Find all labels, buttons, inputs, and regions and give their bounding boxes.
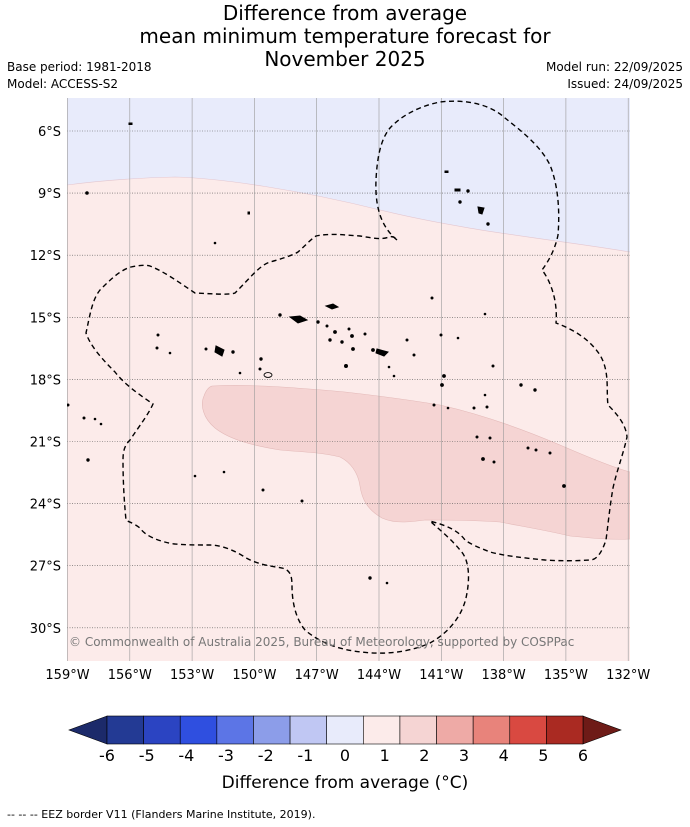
longitude-tick-label: 144°W (357, 668, 401, 683)
colorbar-swatch (436, 715, 474, 745)
title-line-2: mean minimum temperature forecast for (139, 24, 551, 48)
colorbar-swatch (363, 715, 401, 745)
colorbar-swatch (289, 715, 327, 745)
longitude-labels: 159°W 156°W 153°W 150°W 147°W 144°W 141°W 138°W… (45, 668, 650, 683)
latitude-tick-label: 12°S (30, 249, 61, 264)
latitude-tick-label: 30°S (30, 622, 61, 637)
latitude-tick-label: 24°S (30, 498, 61, 513)
colorbar-tick-label: 1 (380, 746, 390, 765)
latitude-tick-label: 6°S (38, 125, 61, 140)
colorbar-labels: -6 -5 -4 -3 -2 -1 0 1 2 3 4 5 6 (99, 746, 588, 765)
longitude-tick-label: 159°W (45, 668, 89, 683)
colorbar-swatch (326, 715, 364, 745)
copyright-text: © Commonwealth of Australia 2025, Bureau… (69, 635, 574, 649)
colorbar-swatch (472, 715, 511, 745)
latitude-tick-label: 27°S (30, 560, 61, 575)
colorbar: -6 -5 -4 -3 -2 -1 0 1 2 3 4 5 6 (68, 715, 622, 765)
anomaly-band-minus1-0 (67, 98, 630, 252)
meta-right: Model run: 22/09/2025 Issued: 24/09/2025 (546, 59, 683, 93)
title-line-3: November 2025 (264, 47, 426, 71)
colorbar-swatches (106, 715, 584, 745)
model-run-text: Model run: 22/09/2025 (545, 60, 683, 74)
issued-text: Issued: 24/09/2025 (567, 77, 683, 91)
longitude-tick-label: 132°W (606, 668, 650, 683)
meta-left: Base period: 1981-2018 Model: ACCESS-S2 (7, 59, 152, 93)
longitude-tick-label: 156°W (108, 668, 152, 683)
colorbar-tick-label: 3 (459, 746, 469, 765)
colorbar-swatch (509, 715, 547, 745)
colorbar-tick-label: -6 (99, 746, 115, 765)
longitude-tick-label: 150°W (232, 668, 276, 683)
eez-legend-text: -- -- -- EEZ border V11 (Flanders Marine… (7, 808, 316, 821)
colorbar-low-arrow (68, 715, 108, 745)
latitude-labels: 6°S 9°S 12°S 15°S 18°S 21°S 24°S 27°S 30°S (30, 125, 61, 637)
colorbar-tick-label: 5 (538, 746, 548, 765)
colorbar-tick-label: 2 (419, 746, 429, 765)
longitude-tick-label: 147°W (295, 668, 339, 683)
longitude-tick-label: 138°W (482, 668, 526, 683)
colorbar-tick-label: -5 (139, 746, 155, 765)
colorbar-high-arrow (582, 715, 622, 745)
colorbar-tick-label: -3 (218, 746, 234, 765)
islands (67, 122, 566, 585)
longitude-tick-label: 135°W (544, 668, 588, 683)
anomaly-band-1-2 (202, 385, 630, 540)
model-text: Model: ACCESS-S2 (7, 77, 119, 91)
title-line-1: Difference from average (222, 1, 468, 25)
latitude-tick-label: 21°S (30, 436, 61, 451)
colorbar-tick-label: -1 (297, 746, 313, 765)
colorbar-tick-label: 6 (578, 746, 588, 765)
base-period-text: Base period: 1981-2018 (7, 60, 152, 74)
longitude-tick-label: 153°W (170, 668, 214, 683)
band-edge-north (67, 176, 630, 253)
colorbar-swatch (106, 715, 144, 745)
map-title: Difference from average mean minimum tem… (0, 2, 690, 71)
latitude-tick-label: 9°S (38, 187, 61, 202)
colorbar-tick-label: -2 (258, 746, 274, 765)
colorbar-tick-label: -4 (178, 746, 194, 765)
latitude-tick-label: 15°S (30, 311, 61, 326)
colorbar-tick-label: 4 (499, 746, 509, 765)
eez-border (85, 100, 628, 654)
latitude-tick-label: 18°S (30, 373, 61, 388)
colorbar-swatch (253, 715, 291, 745)
longitude-tick-label: 141°W (419, 668, 463, 683)
map-area: © Commonwealth of Australia 2025, Bureau… (67, 98, 630, 661)
colorbar-swatch (399, 715, 437, 745)
colorbar-swatch (546, 715, 584, 745)
gridlines (67, 98, 630, 661)
colorbar-swatch (216, 715, 254, 745)
colorbar-swatch (179, 715, 218, 745)
colorbar-label: Difference from average (°C) (221, 773, 469, 793)
colorbar-swatch (143, 715, 181, 745)
colorbar-tick-label: 0 (340, 746, 350, 765)
